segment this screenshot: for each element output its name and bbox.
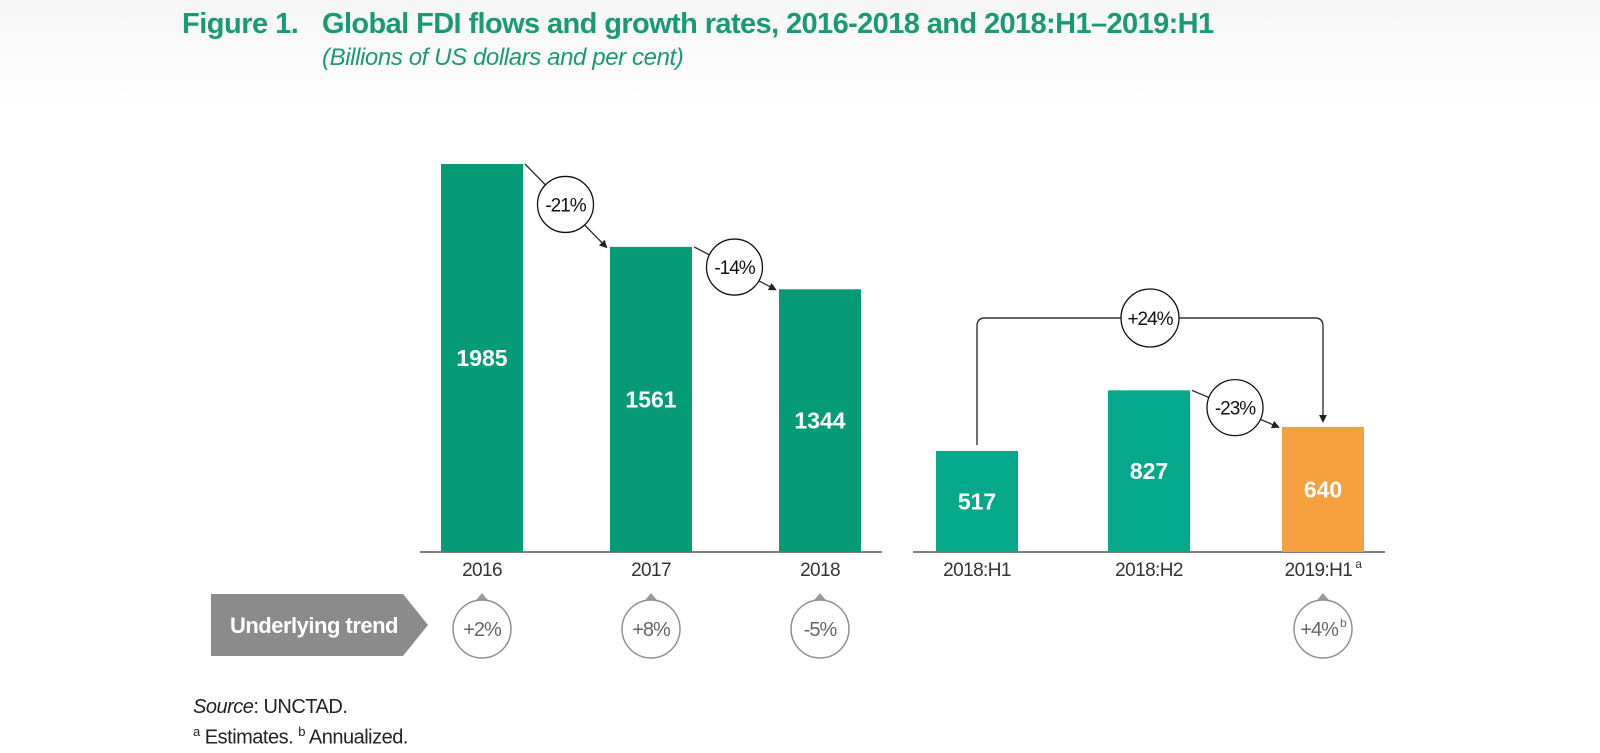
bar-2018 [779, 289, 861, 552]
chart-title: Global FDI flows and growth rates, 2016-… [322, 8, 1214, 40]
value-label-2018: 1344 [794, 408, 845, 434]
tick-label-2016: 2016 [462, 560, 502, 581]
source-text: : UNCTAD. [253, 696, 348, 718]
source-note: Source: UNCTAD. [193, 696, 348, 719]
value-label-2017: 1561 [625, 386, 676, 412]
value-label-2018-h1: 517 [958, 488, 996, 514]
title-band [0, 0, 1600, 110]
footnote-b-mark: b [298, 724, 305, 739]
tick-label-2019-h1: 2019:H1 a [1285, 557, 1363, 581]
underlying-trend-arrow [211, 594, 428, 656]
trend-circle-2018 [790, 599, 850, 659]
source-label: Source [193, 696, 254, 718]
bar-2019-h1 [1282, 426, 1364, 552]
growth-label-2018-h2-to-2019-h1-circle [1206, 378, 1264, 437]
footnotes: a Estimates. b Annualized. [193, 724, 408, 750]
trend-label-2016: +2% [463, 619, 502, 641]
tick-label-2017: 2017 [631, 560, 671, 581]
trend-label-2017: +8% [632, 619, 671, 641]
growth-label-2016-to-2017: -21% [545, 195, 586, 216]
trend-circle-2016 [452, 599, 512, 659]
bar-2016 [441, 164, 523, 552]
figure-number: Figure 1. [182, 8, 299, 40]
bar-2018-h1 [936, 450, 1018, 552]
growth-label-2017-to-2018-circle [705, 238, 764, 296]
bar-2017 [610, 246, 692, 553]
underlying-trend-label: Underlying trend [230, 613, 398, 638]
chart-subtitle: (Billions of US dollars and per cent) [322, 44, 684, 71]
growth-label-2018-h2-to-2019-h1: -23% [1215, 399, 1256, 420]
tick-label-2018-h1: 2018:H1 [943, 560, 1011, 581]
footnote-b-text: Annualized. [304, 726, 409, 749]
growth-label-2016-to-2017-circle [536, 175, 595, 234]
bar-2018-h2 [1108, 390, 1190, 552]
value-label-2016: 1985 [456, 345, 507, 371]
tick-label-2018-h2: 2018:H2 [1115, 560, 1183, 581]
trend-circle-2019-h1 [1293, 599, 1353, 659]
trend-label-2018: -5% [804, 619, 838, 641]
growth-label-2018-h1-to-2019-h1-circle [1120, 288, 1180, 348]
trend-circle-2017 [621, 599, 681, 659]
tick-label-2018: 2018 [800, 560, 840, 581]
footnote-a-mark: a [193, 724, 200, 739]
value-label-2019-h1: 640 [1304, 476, 1342, 502]
value-label-2018-h2: 827 [1130, 458, 1168, 484]
growth-label-2018-h1-to-2019-h1: +24% [1127, 309, 1173, 330]
footnote-a-text: Estimates. [199, 726, 299, 749]
growth-label-2017-to-2018: -14% [714, 258, 755, 279]
